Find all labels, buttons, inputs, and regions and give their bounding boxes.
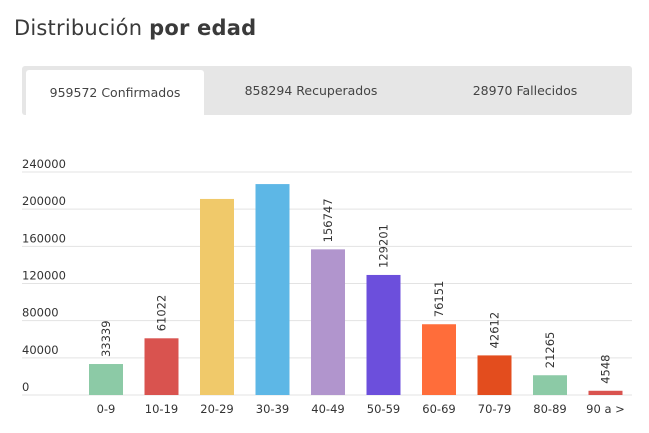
tab-fallecidos[interactable]: 28970 Fallecidos [472, 83, 578, 98]
x-tick-label: 90 a > [586, 402, 625, 416]
bar [255, 184, 290, 395]
age-distribution-chart: 0 40000 80000 120000 160000 200000 240000 3333… [22, 157, 632, 416]
x-tick-label: 80-89 [533, 402, 566, 416]
x-tick-label: 70-79 [478, 402, 511, 416]
bar [311, 249, 345, 395]
x-tick-label: 40-49 [311, 402, 344, 416]
y-tick-label: 160000 [22, 231, 66, 245]
y-tick-label: 80000 [22, 306, 59, 320]
x-tick-label: 30-39 [256, 402, 289, 416]
x-tick-label: 50-59 [367, 402, 400, 416]
bar [588, 390, 623, 395]
value-label: 61022 [155, 295, 169, 332]
value-labels: 33339 61022 156747 129201 76151 42612 21265 454… [99, 198, 613, 383]
bar [200, 198, 234, 395]
tab-confirmados[interactable]: 959572 Confirmados [26, 70, 204, 115]
page-title-strong: por edad [149, 16, 257, 40]
bar [366, 274, 401, 395]
bar [144, 338, 179, 395]
y-axis-ticks: 0 40000 80000 120000 160000 200000 240000 [22, 157, 66, 394]
bar [89, 364, 123, 395]
bar [422, 324, 456, 395]
value-label: 156747 [321, 198, 335, 242]
x-axis-ticks: 0-9 10-19 20-29 30-39 40-49 50-59 60-69 70-79 80… [97, 402, 625, 416]
x-tick-label: 60-69 [422, 402, 455, 416]
value-label: 4548 [599, 354, 613, 383]
page-title-prefix: Distribución [14, 16, 143, 40]
bar [477, 355, 512, 395]
page-title: Distribución por edad [14, 16, 256, 40]
value-label: 21265 [543, 332, 557, 369]
bars [89, 184, 623, 395]
bar [533, 375, 567, 395]
y-tick-label: 120000 [22, 269, 66, 283]
x-tick-label: 20-29 [200, 402, 233, 416]
value-label: 76151 [432, 281, 446, 318]
y-tick-label: 0 [22, 380, 29, 394]
x-tick-label: 10-19 [145, 402, 178, 416]
x-tick-label: 0-9 [97, 402, 116, 416]
y-tick-label: 200000 [22, 194, 66, 208]
tab-bar: 959572 Confirmados 858294 Recuperados 28… [22, 66, 632, 115]
value-label: 129201 [377, 224, 391, 268]
value-label: 42612 [488, 312, 502, 349]
tab-recuperados[interactable]: 858294 Recuperados [244, 83, 378, 98]
y-tick-label: 240000 [22, 157, 66, 171]
value-label: 33339 [99, 320, 113, 357]
y-tick-label: 40000 [22, 343, 59, 357]
